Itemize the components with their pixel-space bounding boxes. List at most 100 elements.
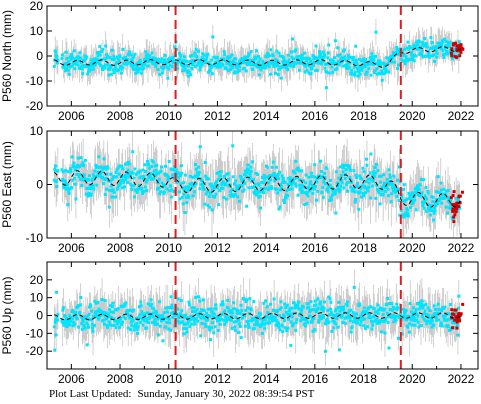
daily-point bbox=[197, 58, 201, 62]
daily-point bbox=[351, 58, 355, 62]
daily-point bbox=[106, 54, 110, 58]
daily-point bbox=[140, 310, 144, 314]
daily-point bbox=[128, 173, 132, 177]
daily-point bbox=[454, 310, 458, 314]
daily-point bbox=[148, 54, 152, 58]
daily-point bbox=[83, 54, 87, 58]
daily-point bbox=[287, 317, 291, 321]
daily-point bbox=[126, 326, 130, 330]
daily-point bbox=[112, 54, 116, 58]
daily-point bbox=[230, 187, 234, 191]
daily-point bbox=[112, 71, 116, 75]
daily-point bbox=[108, 56, 112, 60]
daily-point bbox=[236, 195, 240, 199]
daily-point bbox=[336, 54, 340, 58]
daily-point bbox=[107, 205, 111, 209]
daily-point bbox=[272, 171, 276, 175]
daily-point bbox=[296, 300, 300, 304]
daily-point bbox=[278, 205, 282, 209]
daily-point bbox=[149, 298, 153, 302]
daily-point bbox=[134, 324, 138, 328]
daily-point bbox=[209, 338, 213, 342]
daily-point bbox=[238, 325, 242, 329]
daily-point bbox=[111, 68, 115, 72]
x-tick-label: 2022 bbox=[448, 372, 475, 386]
daily-point bbox=[56, 312, 60, 316]
daily-point bbox=[146, 163, 150, 167]
daily-point bbox=[163, 58, 167, 62]
daily-point bbox=[277, 177, 281, 181]
daily-point bbox=[432, 304, 436, 308]
daily-point bbox=[315, 60, 319, 64]
daily-point bbox=[62, 65, 66, 69]
daily-point bbox=[225, 62, 229, 66]
daily-point bbox=[66, 68, 70, 72]
daily-point bbox=[440, 201, 444, 205]
daily-point bbox=[420, 191, 424, 195]
recent-point bbox=[455, 48, 459, 52]
daily-point bbox=[310, 67, 314, 71]
daily-point bbox=[294, 184, 298, 188]
daily-point bbox=[218, 189, 222, 193]
daily-point bbox=[187, 300, 191, 304]
daily-point bbox=[268, 54, 272, 58]
daily-point bbox=[233, 192, 237, 196]
daily-point bbox=[446, 211, 450, 215]
daily-point bbox=[204, 58, 208, 62]
daily-point bbox=[132, 308, 136, 312]
daily-point bbox=[360, 184, 364, 188]
daily-point bbox=[227, 177, 231, 181]
daily-point bbox=[269, 178, 273, 182]
daily-point bbox=[329, 300, 333, 304]
daily-point bbox=[131, 319, 135, 323]
daily-point bbox=[413, 323, 417, 327]
daily-point bbox=[251, 177, 255, 181]
daily-point bbox=[266, 63, 270, 67]
daily-point bbox=[111, 310, 115, 314]
daily-point bbox=[271, 315, 275, 319]
daily-point bbox=[405, 318, 409, 322]
daily-point bbox=[186, 70, 190, 74]
daily-point bbox=[106, 312, 110, 316]
daily-point bbox=[249, 165, 253, 169]
daily-point bbox=[378, 63, 382, 67]
daily-point bbox=[193, 174, 197, 178]
daily-point bbox=[218, 322, 222, 326]
daily-point bbox=[89, 304, 93, 308]
daily-point bbox=[196, 176, 200, 180]
daily-point bbox=[367, 316, 371, 320]
daily-point bbox=[232, 307, 236, 311]
daily-point bbox=[66, 170, 70, 174]
daily-point bbox=[358, 302, 362, 306]
daily-point bbox=[255, 321, 259, 325]
daily-point bbox=[292, 57, 296, 61]
daily-point bbox=[266, 311, 270, 315]
daily-point bbox=[393, 317, 397, 321]
daily-point bbox=[124, 301, 128, 305]
daily-point bbox=[156, 317, 160, 321]
daily-point bbox=[289, 64, 293, 68]
daily-point bbox=[295, 176, 299, 180]
daily-point bbox=[75, 172, 79, 176]
recent-point bbox=[459, 312, 463, 316]
daily-point bbox=[105, 317, 109, 321]
daily-point bbox=[129, 170, 133, 174]
daily-point bbox=[76, 304, 80, 308]
daily-point bbox=[112, 190, 116, 194]
daily-point bbox=[251, 318, 255, 322]
daily-point bbox=[278, 314, 282, 318]
daily-point bbox=[118, 325, 122, 329]
daily-point bbox=[398, 315, 402, 319]
daily-point bbox=[318, 302, 322, 306]
y-tick-label: 20 bbox=[30, 273, 44, 287]
daily-point bbox=[209, 63, 213, 67]
daily-point bbox=[367, 67, 371, 71]
daily-point bbox=[132, 176, 136, 180]
daily-point bbox=[401, 48, 405, 52]
daily-point bbox=[101, 68, 105, 72]
daily-point bbox=[323, 300, 327, 304]
daily-point bbox=[194, 47, 198, 51]
daily-point bbox=[281, 330, 285, 334]
daily-point bbox=[451, 50, 455, 54]
daily-point bbox=[199, 334, 203, 338]
